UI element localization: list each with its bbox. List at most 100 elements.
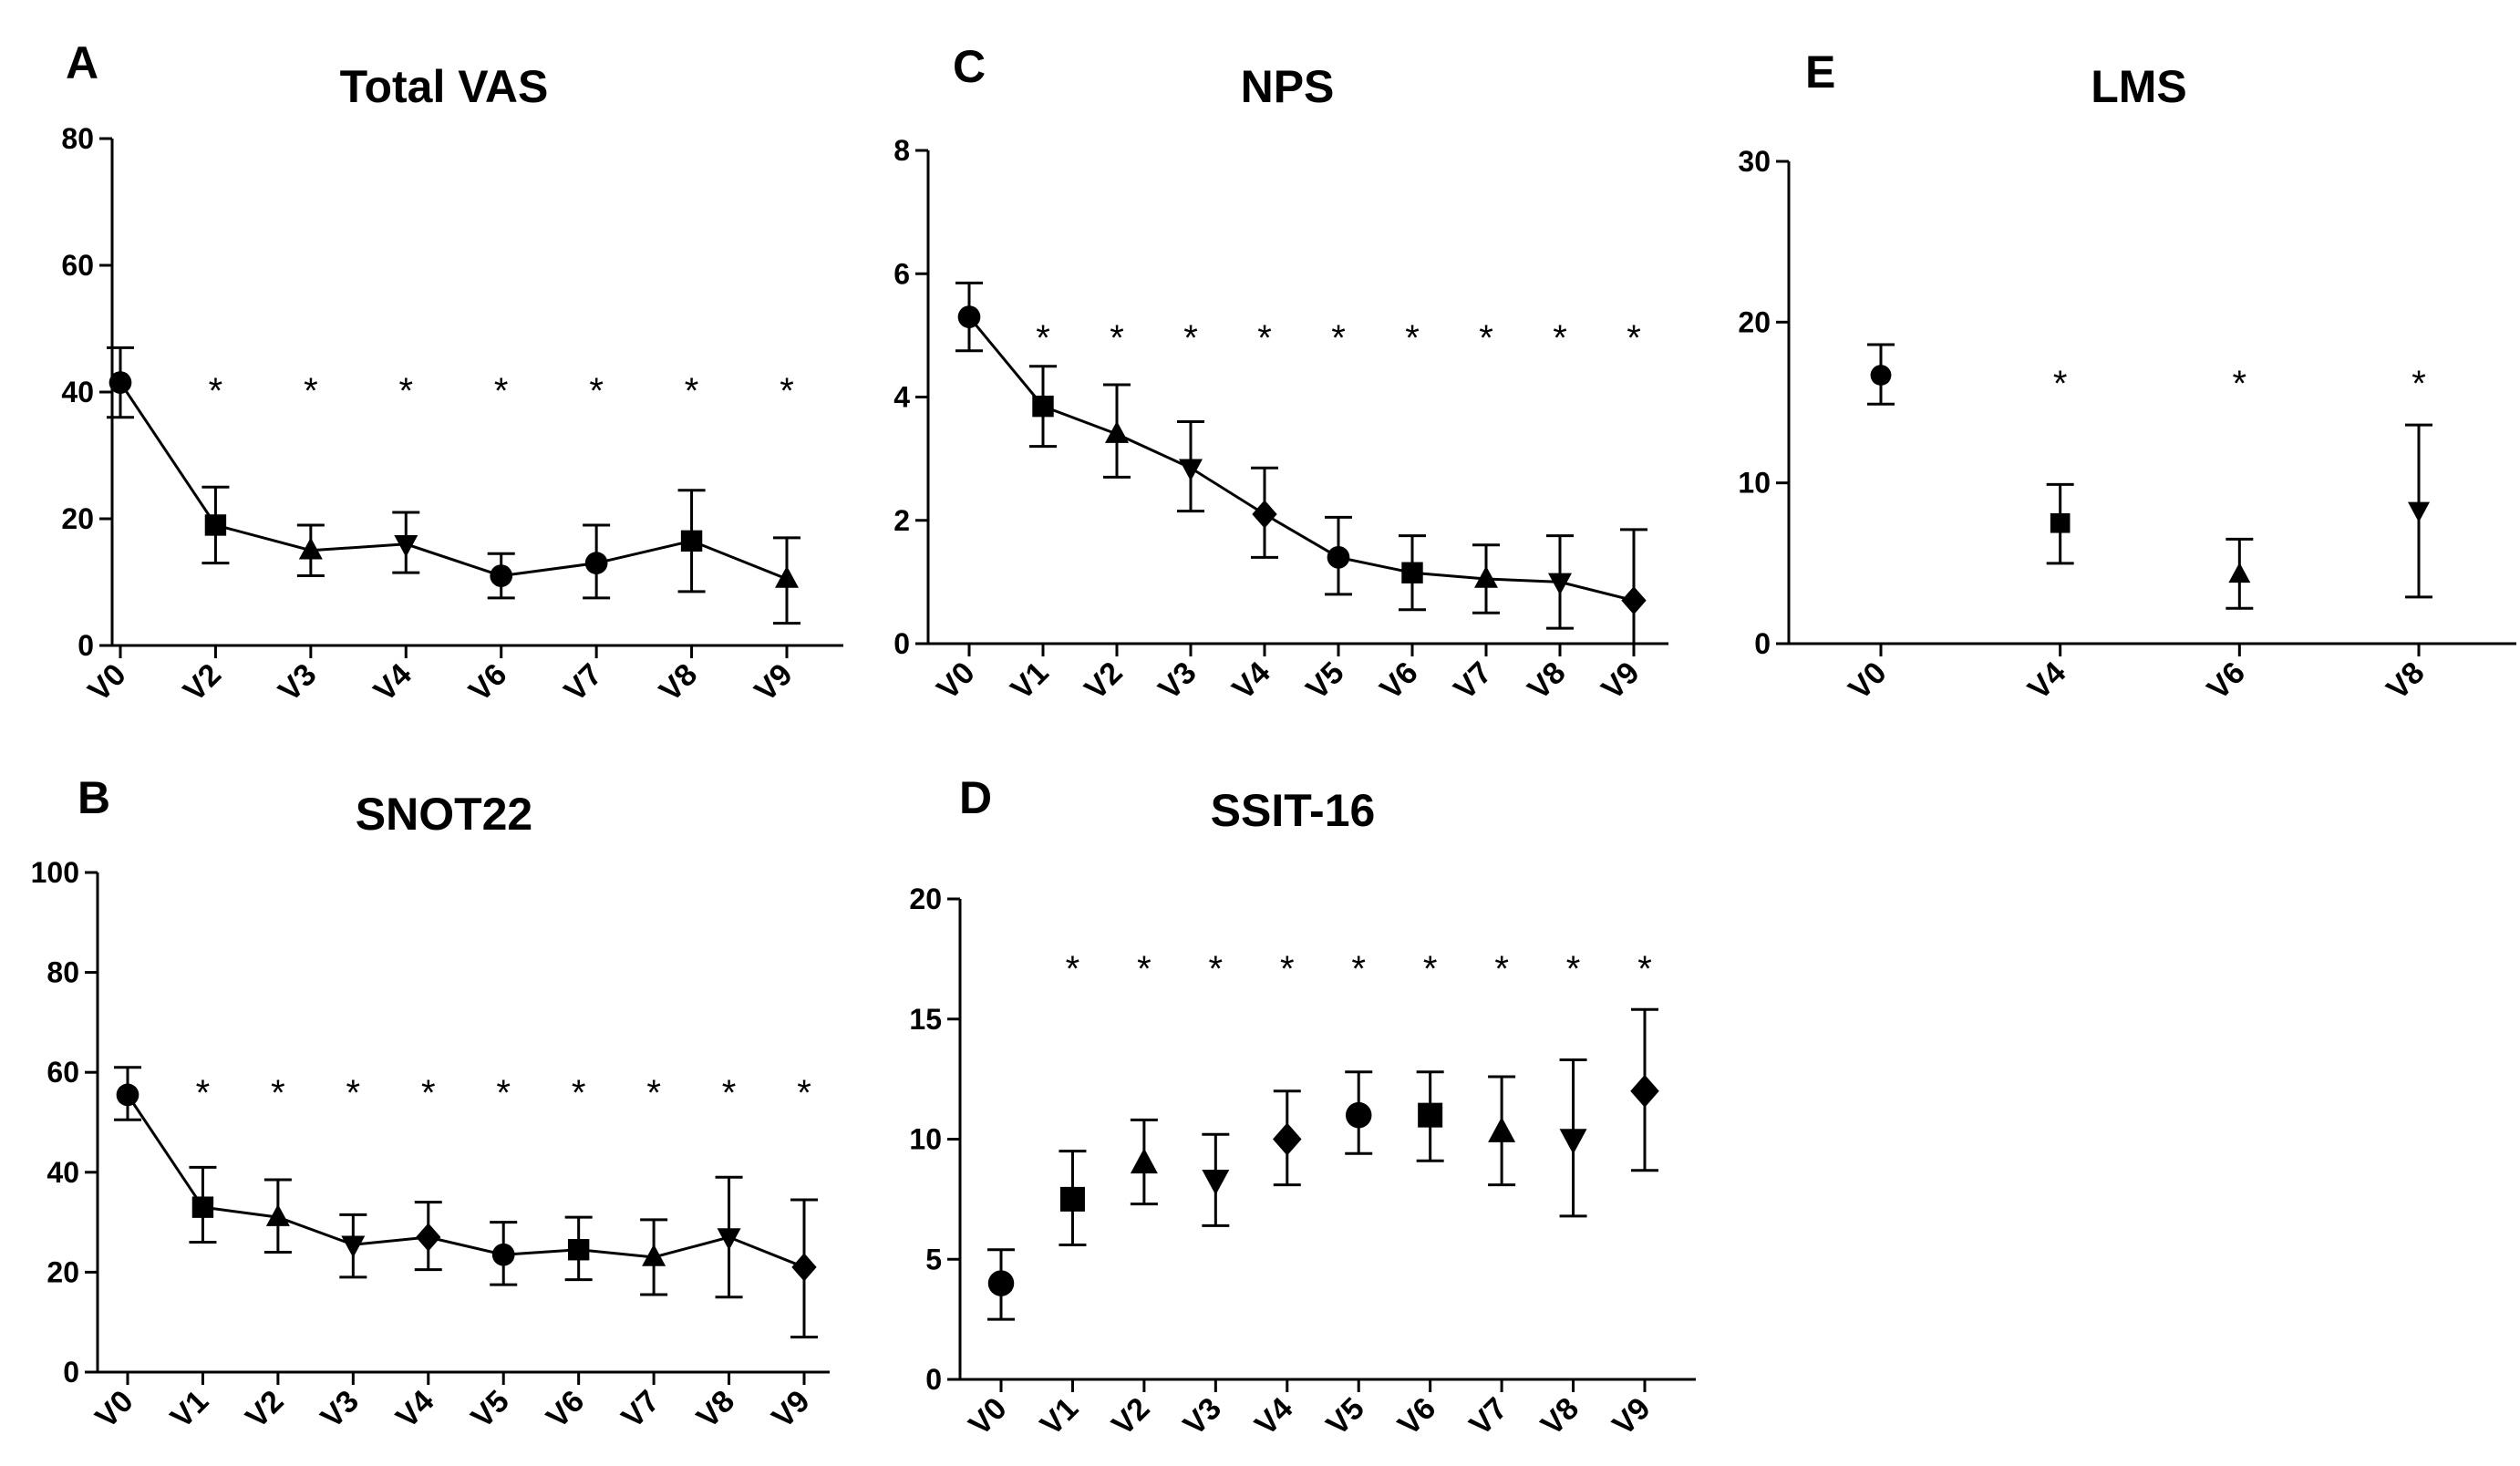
significance-star-e: * <box>2233 364 2247 404</box>
series-line-c <box>967 315 1635 603</box>
significance-star-c: * <box>1405 318 1420 358</box>
data-point-c <box>1032 395 1054 418</box>
x-tick-label-b: V4 <box>389 1384 440 1435</box>
panel-label-a: A <box>66 37 98 88</box>
significance-star-c: * <box>1183 318 1198 358</box>
x-tick-label-d: V5 <box>1320 1391 1371 1442</box>
y-tick-label-a: 40 <box>61 376 94 408</box>
significance-star-b: * <box>572 1073 586 1113</box>
data-point-b <box>341 1235 366 1258</box>
x-tick-label-a: V6 <box>462 657 513 708</box>
significance-star-c: * <box>1479 318 1493 358</box>
x-tick-label-b: V2 <box>239 1384 290 1435</box>
significance-star-d: * <box>1351 949 1366 989</box>
significance-star-c: * <box>1110 318 1124 358</box>
x-tick-label-c: V8 <box>1521 656 1572 707</box>
x-tick-label-c: V7 <box>1447 656 1498 707</box>
significance-star-b: * <box>346 1073 361 1113</box>
y-tick-label-d: 15 <box>909 1003 942 1036</box>
x-tick-label-c: V9 <box>1595 656 1646 707</box>
plot-d: 0 5 10 15 20 V0 V1 V2 V3 V4 V5 V6 V7 V8 V9 * * * * * * * * * <box>909 883 1696 1442</box>
x-tick-label-b: V5 <box>465 1384 516 1435</box>
x-tick-label-d: V3 <box>1177 1391 1228 1442</box>
significance-star-b: * <box>797 1073 811 1113</box>
y-tick-label-b: 0 <box>63 1356 79 1389</box>
significance-star-c: * <box>1553 318 1567 358</box>
y-tick-label-b: 20 <box>46 1255 79 1288</box>
panel-e: E LMS 0 10 20 30 V0 V4 V6 V8 * * * <box>1738 46 2516 707</box>
data-point-a <box>680 530 703 552</box>
data-point-a <box>298 537 323 560</box>
data-point-a <box>584 552 608 575</box>
y-tick-label-e: 10 <box>1738 467 1771 500</box>
significance-star-c: * <box>1331 318 1346 358</box>
y-tick-label-e: 20 <box>1738 305 1771 338</box>
data-point-b <box>265 1203 290 1226</box>
panel-label-e: E <box>1805 46 1835 98</box>
x-tick-label-a: V3 <box>272 657 323 708</box>
data-point-c <box>1548 573 1572 595</box>
panel-d: D SSIT-16 0 5 10 15 20 V0 V1 V2 V3 V4 V5 V6 V7 V8 V9 * *… <box>909 772 1696 1442</box>
x-tick-label-d: V8 <box>1534 1391 1585 1442</box>
data-point-d <box>1488 1117 1516 1142</box>
data-point-d <box>1345 1101 1372 1129</box>
x-tick-label-c: V6 <box>1373 656 1424 707</box>
panel-label-d: D <box>959 772 992 823</box>
x-tick-label-a: V7 <box>558 657 609 708</box>
data-point-b <box>717 1228 741 1251</box>
data-point-c <box>1401 562 1423 583</box>
significance-star-a: * <box>398 371 413 411</box>
y-tick-label-c: 0 <box>893 627 910 660</box>
significance-star-b: * <box>646 1073 661 1113</box>
plot-c: 0 2 4 6 8 V0 V1 V2 V3 V4 V5 V6 V7 V8 V9 * * * * * * * * * <box>893 134 1668 707</box>
y-tick-label-e: 0 <box>1754 627 1771 660</box>
data-point-b <box>116 1083 139 1107</box>
x-tick-label-b: V9 <box>765 1384 816 1435</box>
chart-title-c: NPS <box>1241 61 1335 112</box>
panel-b: B SNOT22 0 20 40 60 80 100 V0 V1 V2 V3 V4 V5 V6 V7 V8 V… <box>31 772 830 1435</box>
data-point-b <box>416 1223 441 1252</box>
significance-star-a: * <box>304 371 318 411</box>
data-point-d <box>987 1270 1015 1296</box>
data-point-e <box>2228 562 2251 583</box>
significance-star-e: * <box>2053 364 2068 404</box>
data-point-e <box>2050 512 2071 533</box>
significance-star-d: * <box>1209 949 1224 989</box>
y-tick-label-c: 6 <box>893 257 910 290</box>
data-point-d <box>1130 1148 1158 1174</box>
significance-star-c: * <box>1036 318 1050 358</box>
data-point-b <box>791 1253 817 1282</box>
x-tick-label-c: V4 <box>1225 656 1276 707</box>
significance-star-a: * <box>589 371 604 411</box>
data-point-d <box>1059 1186 1085 1212</box>
y-tick-label-c: 8 <box>893 134 910 167</box>
data-point-d <box>1418 1102 1443 1128</box>
data-point-d <box>1559 1129 1587 1154</box>
significance-star-c: * <box>1257 318 1272 358</box>
x-tick-label-c: V3 <box>1152 656 1203 707</box>
data-point-c <box>1252 500 1277 529</box>
x-tick-label-b: V0 <box>88 1384 139 1435</box>
y-tick-label-a: 60 <box>61 249 94 282</box>
data-point-a <box>775 565 799 588</box>
x-tick-label-d: V4 <box>1248 1391 1299 1442</box>
x-tick-label-e: V8 <box>2380 656 2431 707</box>
data-point-e <box>2408 501 2430 522</box>
significance-star-e: * <box>2412 364 2426 404</box>
data-point-b <box>642 1244 666 1266</box>
x-tick-label-d: V0 <box>962 1391 1013 1442</box>
data-point-c <box>1179 459 1203 481</box>
data-point-b <box>191 1196 214 1218</box>
data-point-a <box>394 535 418 558</box>
x-tick-label-d: V1 <box>1034 1391 1085 1442</box>
significance-star-b: * <box>722 1073 737 1113</box>
y-tick-label-c: 2 <box>893 504 910 537</box>
y-tick-label-c: 4 <box>893 381 910 414</box>
panel-label-c: C <box>953 41 986 92</box>
significance-star-b: * <box>196 1073 211 1113</box>
panel-a: A Total VAS 0 20 40 60 80 V0 V2 V3 V4 V6 V7 V8 V9 * * *… <box>61 37 843 708</box>
chart-title-e: LMS <box>2091 61 2187 112</box>
data-point-a <box>490 564 513 587</box>
x-tick-label-e: V4 <box>2021 656 2072 707</box>
y-tick-label-a: 0 <box>77 629 94 662</box>
